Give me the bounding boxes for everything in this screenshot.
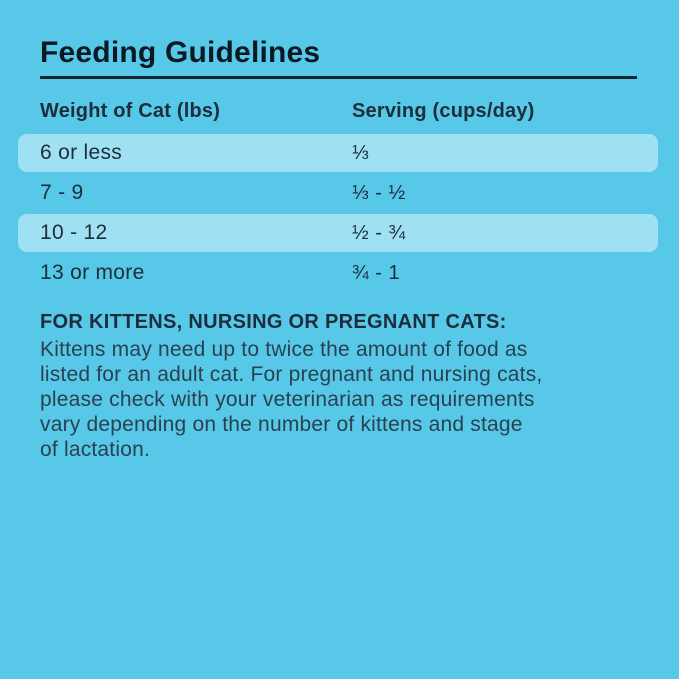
column-header-serving: Serving (cups/day) bbox=[352, 100, 535, 122]
kitten-note-body: Kittens may need up to twice the amount … bbox=[40, 337, 542, 462]
note-line: Kittens may need up to twice the amount … bbox=[40, 338, 528, 361]
table-row: 7 - 9 ⅓ - ½ bbox=[18, 174, 658, 212]
serving-cell: ⅓ - ½ bbox=[352, 181, 406, 204]
page-title: Feeding Guidelines bbox=[40, 36, 321, 69]
weight-cell: 7 - 9 bbox=[40, 181, 84, 204]
table-row: 13 or more ¾ - 1 bbox=[18, 254, 658, 292]
kitten-note-heading: FOR KITTENS, NURSING OR PREGNANT CATS: bbox=[40, 311, 507, 333]
note-line: of lactation. bbox=[40, 438, 150, 461]
weight-cell: 6 or less bbox=[40, 141, 123, 164]
column-header-weight: Weight of Cat (lbs) bbox=[40, 100, 221, 122]
serving-cell: ½ - ¾ bbox=[352, 221, 406, 244]
serving-cell: ⅓ bbox=[352, 141, 370, 164]
weight-cell: 10 - 12 bbox=[40, 221, 108, 244]
table-row: 10 - 12 ½ - ¾ bbox=[18, 214, 658, 252]
note-line: vary depending on the number of kittens … bbox=[40, 413, 523, 436]
table-row: 6 or less ⅓ bbox=[18, 134, 658, 172]
serving-cell: ¾ - 1 bbox=[352, 261, 401, 284]
weight-cell: 13 or more bbox=[40, 261, 145, 284]
note-line: listed for an adult cat. For pregnant an… bbox=[40, 363, 543, 386]
title-underline bbox=[40, 76, 637, 79]
note-line: please check with your veterinarian as r… bbox=[40, 388, 535, 411]
